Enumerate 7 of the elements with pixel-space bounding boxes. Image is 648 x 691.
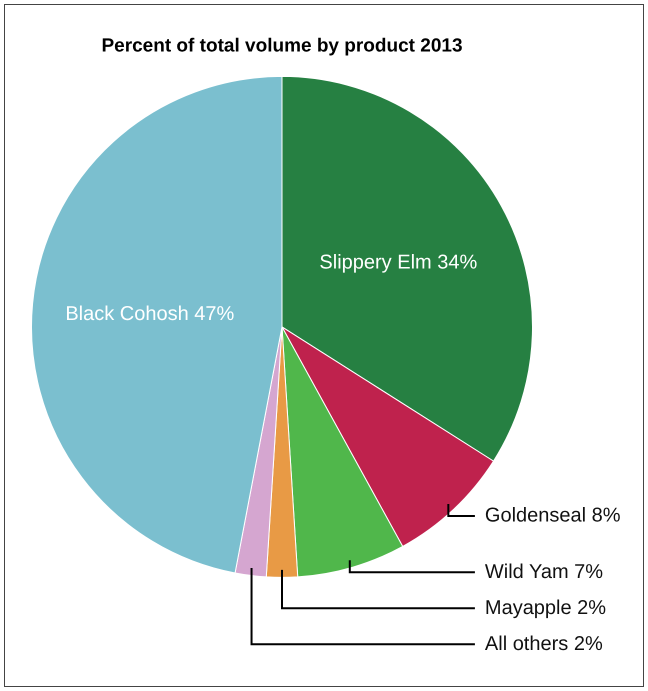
slice-label: Wild Yam 7%: [484, 560, 604, 583]
slice-label: Goldenseal 8%: [484, 504, 621, 527]
slice-label: All others 2%: [484, 632, 603, 655]
slice-label: Mayapple 2%: [484, 596, 606, 619]
slice-label: Slippery Elm 34%: [319, 251, 478, 274]
slice-label: Black Cohosh 47%: [65, 302, 235, 325]
chart-title: Percent of total volume by product 2013: [101, 36, 463, 57]
